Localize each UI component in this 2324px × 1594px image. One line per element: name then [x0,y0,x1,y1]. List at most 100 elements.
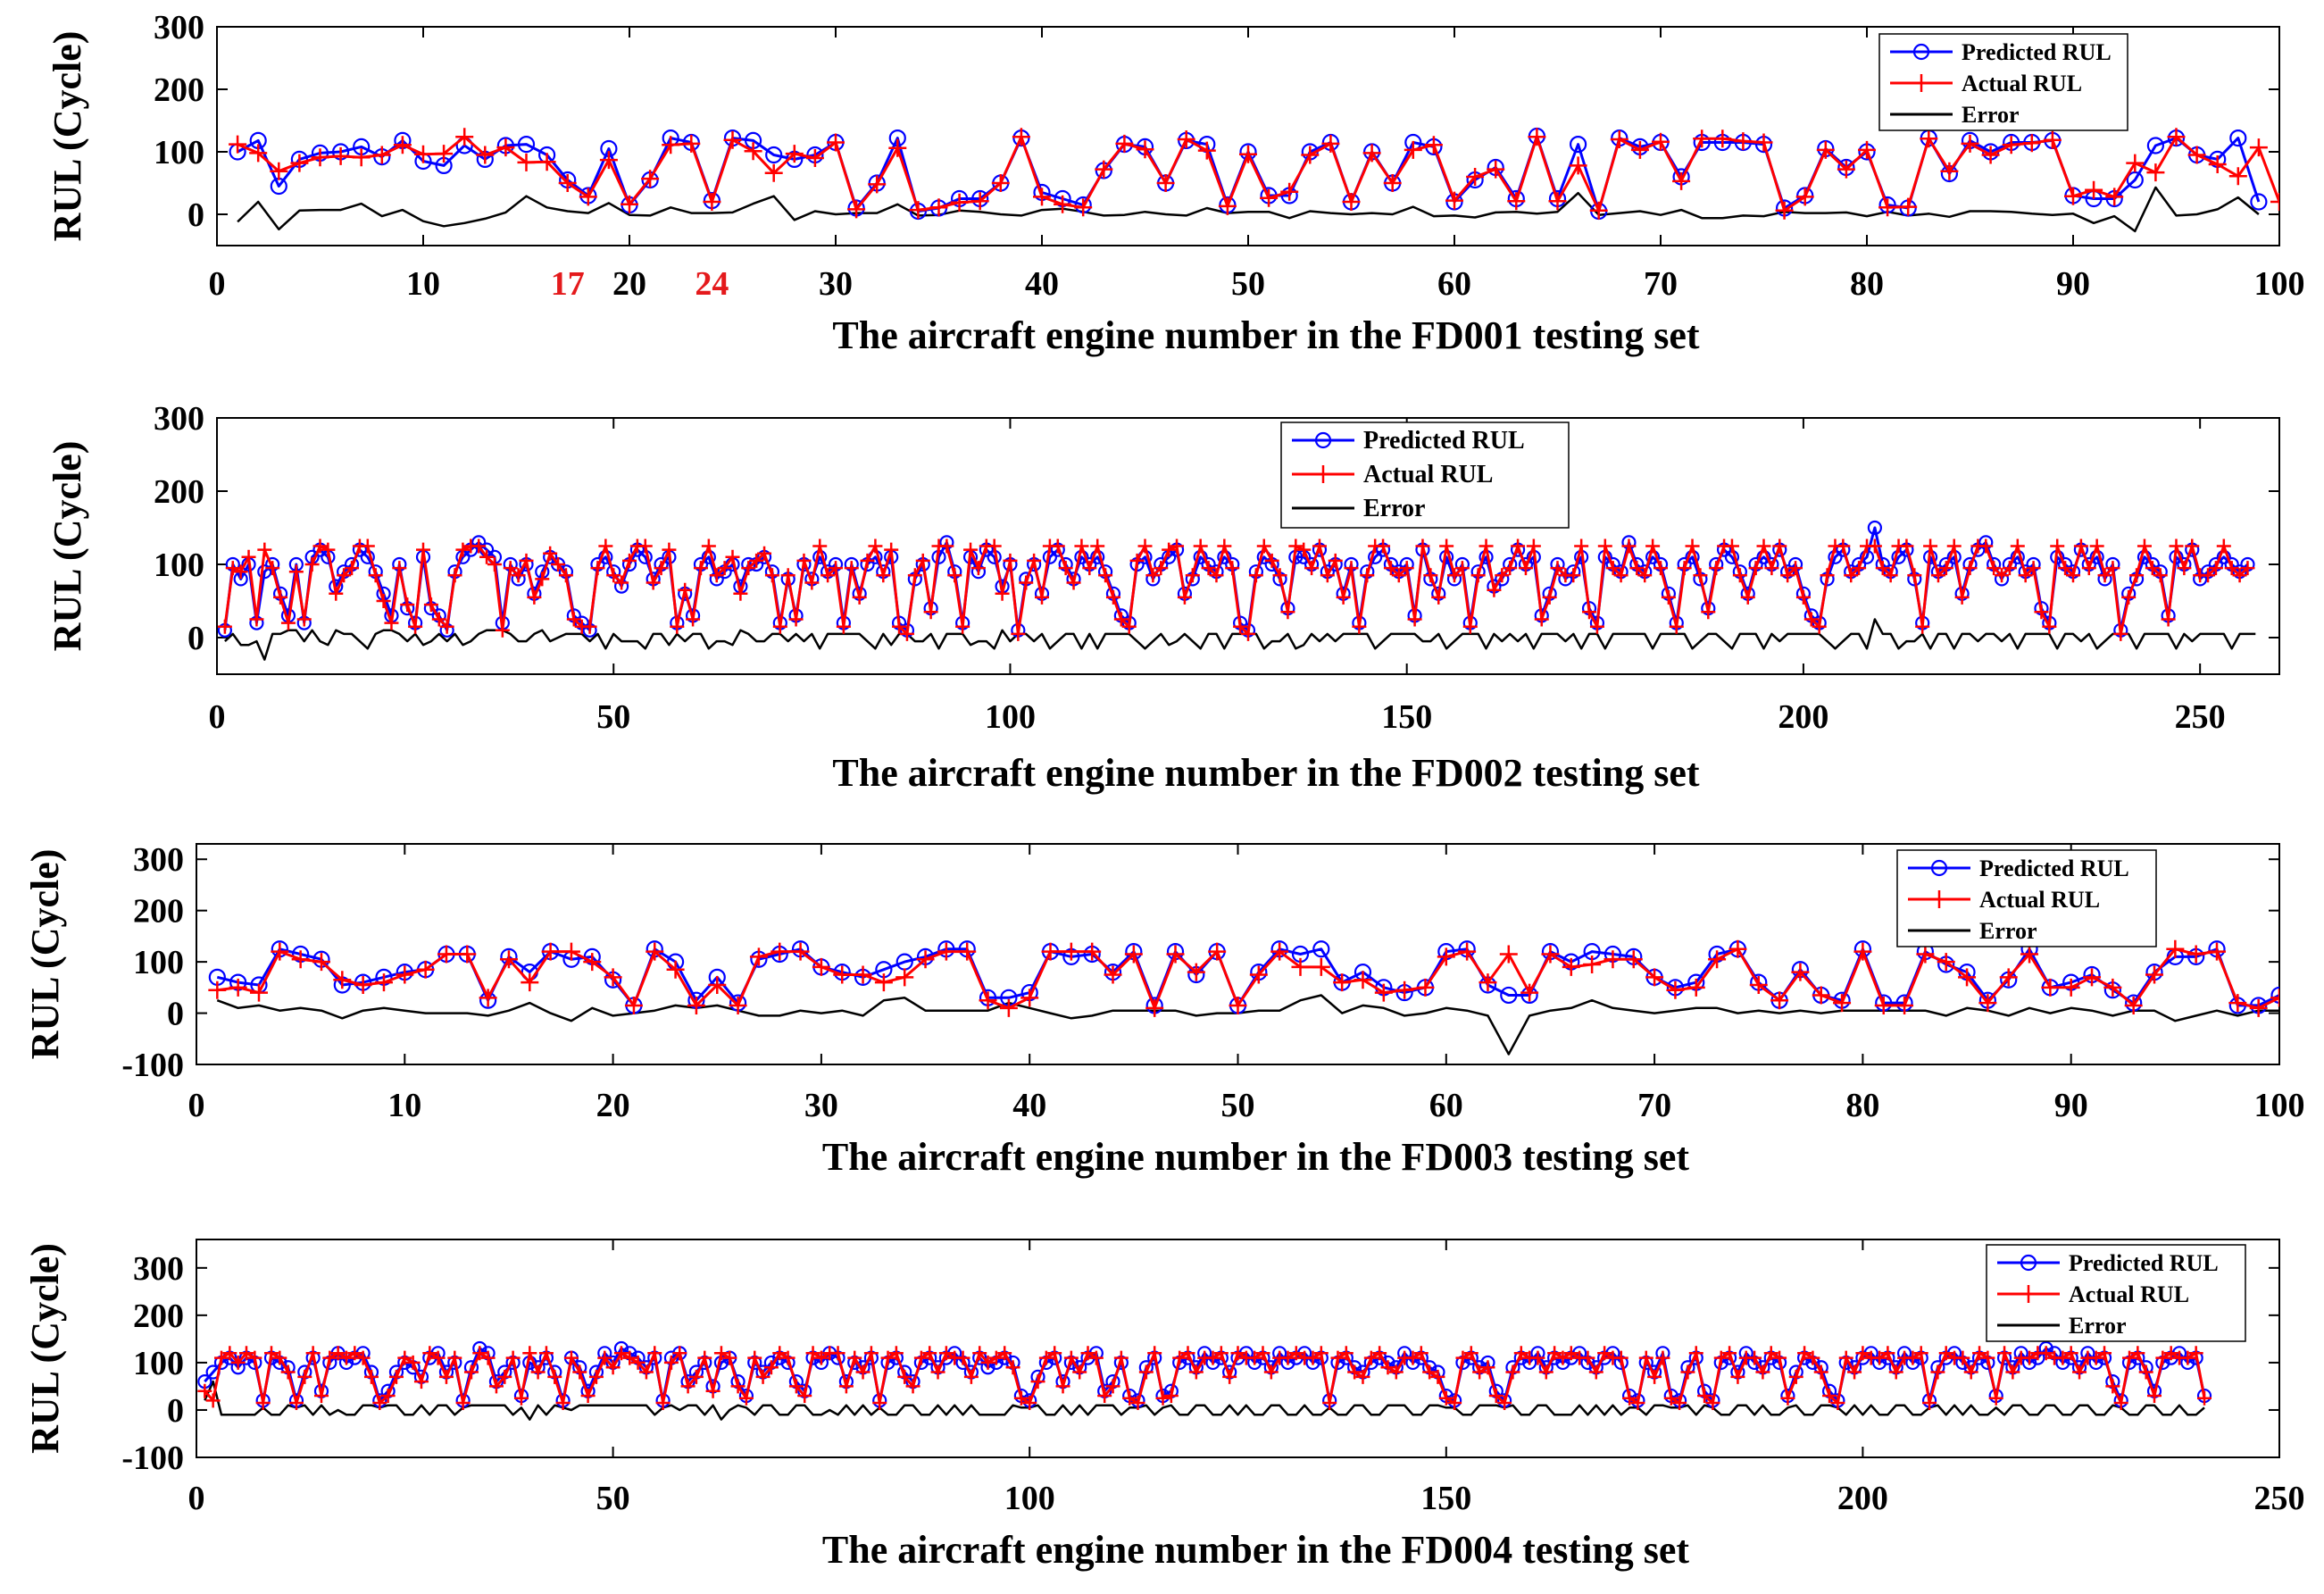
actual-rul-point [347,1346,362,1361]
actual-rul-point [1772,1350,1787,1365]
actual-rul-point [697,1350,712,1365]
actual-rul-point [1797,1346,1812,1361]
predicted-rul-point [2229,129,2247,147]
actual-rul-point [487,557,502,572]
y-tick-label: 0 [187,196,204,234]
actual-rul-point [1713,129,1732,148]
actual-rul-point [868,538,883,554]
actual-rul-point [1852,561,1867,576]
actual-rul-point [423,597,438,613]
y-tick-label: -100 [121,1047,184,1084]
actual-rul-point [1138,1364,1154,1380]
actual-rul-point [1872,1350,1887,1365]
actual-rul-point [1624,950,1643,969]
actual-rul-point [772,619,787,634]
actual-rul-point [622,1350,637,1365]
actual-rul-point [838,1379,854,1394]
actual-rul-point [708,975,727,994]
actual-rul-point [1638,1350,1653,1365]
actual-rul-point [1613,1350,1628,1365]
actual-rul-point [517,153,536,171]
actual-rul-point [950,193,969,212]
actual-rul-point [1270,942,1289,961]
actual-rul-point [1630,1396,1645,1410]
actual-rul-point [2130,1346,2145,1361]
actual-rul-point [408,619,423,634]
actual-rul-point [2105,188,2124,206]
actual-rul-point [555,1396,571,1410]
actual-rul-point [1166,945,1185,964]
x-tick-label: 250 [2175,698,2226,736]
actual-rul-point [1047,1346,1062,1361]
actual-rul-point [2145,965,2164,984]
x-axis-title: The aircraft engine number in the FD002 … [832,751,1700,795]
actual-rul-point [414,145,432,163]
actual-rul-point [1566,568,1581,583]
actual-rul-point [963,542,979,557]
actual-rul-point [1466,168,1485,186]
actual-rul-point [1113,1350,1129,1365]
actual-rul-point [2103,978,2122,997]
actual-rul-point [662,542,677,557]
actual-rul-point [2105,561,2120,576]
actual-rul-point [2216,538,2231,554]
actual-rul-point [1972,1346,1987,1361]
actual-rul-point [995,586,1010,601]
actual-rul-point [1938,561,1953,576]
actual-rul-point [1772,538,1787,554]
actual-rul-point [1030,1374,1045,1390]
actual-rul-point [1955,1350,1970,1365]
actual-rul-point [213,1350,229,1365]
actual-rul-point [804,575,820,590]
actual-rul-point [1249,965,1268,984]
actual-rul-point [785,145,804,163]
actual-rul-point [1301,146,1320,164]
actual-rul-point [1304,561,1320,576]
actual-rul-point [2208,155,2227,173]
actual-rul-point [688,1369,704,1384]
y-tick-label: 200 [154,71,204,109]
actual-rul-point [764,568,779,583]
actual-rul-point [1012,128,1030,146]
actual-rul-point [479,549,495,564]
actual-rul-point [1170,538,1185,554]
actual-rul-point [392,561,407,576]
actual-rul-point [791,942,810,961]
actual-rul-point [1730,1369,1745,1384]
actual-rul-point [497,1369,512,1384]
actual-rul-point [693,561,708,576]
actual-rul-point [455,128,474,146]
x-tick-label: 100 [2254,265,2305,303]
actual-rul-point [705,1383,721,1398]
actual-rul-point [1342,193,1361,211]
actual-rul-point [1422,1364,1437,1380]
actual-rul-point [1958,968,1977,987]
actual-rul-point [1197,141,1216,160]
actual-rul-point [1480,1360,1495,1375]
actual-rul-point [1685,538,1700,554]
actual-rul-point [788,612,804,627]
actual-rul-point [1372,1346,1387,1361]
actual-rul-point [222,1346,237,1361]
actual-rul-point [863,1346,879,1361]
y-tick-label: 100 [133,1345,184,1382]
actual-rul-point [788,1379,804,1394]
x-axis-title: The aircraft engine number in the FD004 … [822,1528,1690,1572]
actual-rul-point [1313,1346,1329,1361]
actual-rul-point [1677,561,1692,576]
actual-rul-point [1499,945,1518,964]
actual-rul-point [2002,561,2017,576]
predicted-rul-point [2146,137,2164,154]
actual-rul-point [646,942,664,961]
actual-rul-point [1830,1396,1845,1410]
actual-rul-point [1137,538,1153,554]
actual-rul-point [1019,575,1034,590]
actual-rul-point [1305,1350,1320,1365]
series-layer [229,127,2279,233]
actual-rul-point [2058,561,2073,576]
actual-rul-point [537,153,556,171]
actual-rul-point [1526,538,1541,554]
x-tick-label: 50 [1221,1087,1255,1124]
actual-rul-point [1613,568,1628,583]
actual-rul-point [884,542,899,557]
